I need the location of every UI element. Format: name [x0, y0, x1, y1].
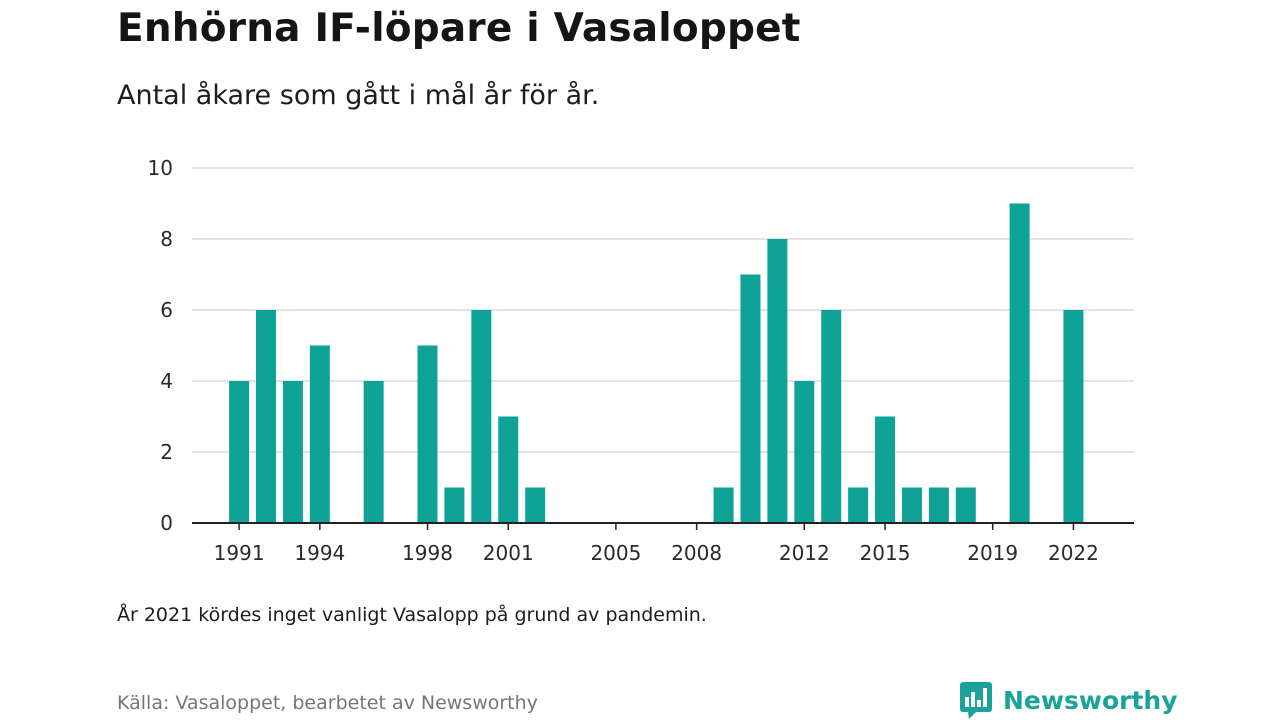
- newsworthy-logo-icon: [960, 682, 992, 719]
- bar-2012: [794, 381, 815, 523]
- bar-2018: [955, 487, 976, 523]
- bar-2011: [767, 239, 788, 523]
- bar-2014: [848, 487, 869, 523]
- x-tick-label: 2019: [967, 541, 1018, 565]
- bar-1996: [363, 381, 384, 523]
- x-tick-label: 2001: [483, 541, 534, 565]
- x-tick-label: 2012: [779, 541, 830, 565]
- y-tick-label: 10: [148, 156, 173, 180]
- bar-2010: [740, 274, 761, 523]
- newsworthy-brand[interactable]: Newsworthy: [959, 680, 1178, 720]
- x-tick-label: 2008: [671, 541, 722, 565]
- chart-note: År 2021 kördes inget vanligt Vasalopp på…: [117, 604, 707, 626]
- y-tick-label: 8: [160, 227, 173, 251]
- bar-2016: [901, 487, 922, 523]
- y-tick-label: 4: [160, 369, 173, 393]
- bar-2002: [525, 487, 546, 523]
- bar-2001: [498, 416, 519, 523]
- x-tick-label: 2022: [1048, 541, 1099, 565]
- source-credit: Källa: Vasaloppet, bearbetet av Newswort…: [117, 692, 538, 714]
- bar-2013: [821, 310, 842, 523]
- bar-2020: [1009, 203, 1030, 523]
- bar-2017: [928, 487, 949, 523]
- bar-1993: [282, 381, 303, 523]
- x-tick-label: 1994: [294, 541, 345, 565]
- y-tick-label: 2: [160, 440, 173, 464]
- y-axis-ticks: 0 2 4 6 8 10: [148, 156, 173, 535]
- y-tick-label: 0: [160, 511, 173, 535]
- brand-name: Newsworthy: [1003, 685, 1178, 715]
- gridlines: [192, 167, 1134, 453]
- x-tick-label: 2015: [860, 541, 911, 565]
- y-tick-label: 6: [160, 298, 173, 322]
- bar-1994: [309, 345, 330, 523]
- chart-subtitle: Antal åkare som gått i mål år för år.: [117, 80, 600, 111]
- bar-2009: [713, 487, 734, 523]
- bar-1999: [444, 487, 465, 523]
- bar-1998: [417, 345, 438, 523]
- bar-2022: [1063, 310, 1084, 523]
- x-axis-ticks: 1991 1994 1998 2001 2005 2008 2012 2015 2019 2022: [214, 523, 1099, 565]
- bar-2000: [471, 310, 492, 523]
- bar-2015: [875, 416, 896, 523]
- bar-1992: [256, 310, 277, 523]
- chart-title: Enhörna IF-löpare i Vasaloppet: [117, 6, 801, 51]
- x-tick-label: 1991: [214, 541, 265, 565]
- x-tick-label: 2005: [590, 541, 641, 565]
- x-tick-label: 1998: [402, 541, 453, 565]
- bar-1991: [229, 381, 250, 523]
- bars: [229, 203, 1084, 523]
